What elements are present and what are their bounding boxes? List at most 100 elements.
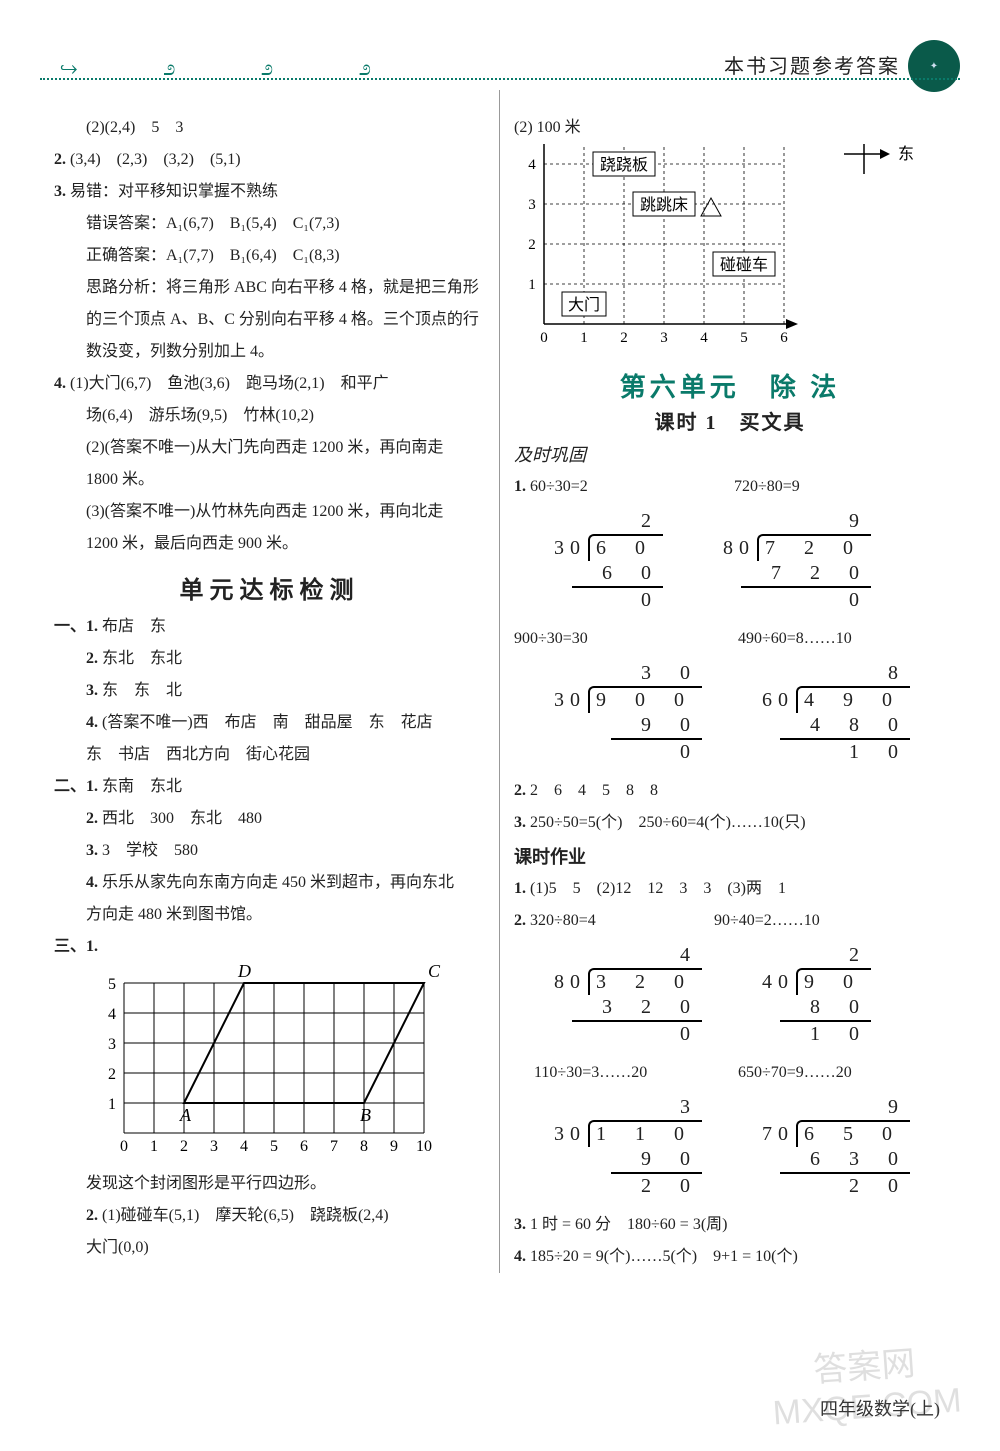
- longdiv-8: 9706 5 06 3 02 0: [762, 1095, 910, 1199]
- svg-text:5: 5: [740, 330, 748, 346]
- ans-3b: 错误答案：A₁(6,7) B₁(5,4) C₁(7,3): [54, 208, 485, 240]
- longdiv-2: 9807 2 07 2 00: [723, 509, 871, 613]
- svg-text:5: 5: [108, 976, 116, 993]
- rq2-text: 2 6 4 5 8 8: [526, 782, 658, 799]
- ans-4c: (2)(答案不唯一)从大门先向西走 1200 米，再向南走: [54, 432, 485, 464]
- svg-text:B: B: [360, 1105, 371, 1125]
- svg-text:3: 3: [108, 1036, 116, 1053]
- n-s1-4: 4.: [86, 714, 98, 731]
- n-h1: 1.: [514, 880, 526, 897]
- svg-text:D: D: [237, 963, 251, 981]
- svg-text:2: 2: [108, 1066, 116, 1083]
- grid-playground-svg: 012345612345摩天轮跷跷板跳跳床碰碰车大门北东: [514, 144, 944, 354]
- eq1b: 720÷80=9: [734, 478, 800, 495]
- s3-1: 三、1.: [54, 931, 485, 963]
- ans-4a-text: (1)大门(6,7) 鱼池(3,6) 跑马场(2,1) 和平广: [66, 375, 389, 392]
- n-rq3: 3.: [514, 814, 526, 831]
- svg-text:10: 10: [416, 1138, 432, 1155]
- longdiv-6: 2409 08 01 0: [762, 943, 871, 1047]
- r1: (2) 100 米: [514, 112, 946, 144]
- page-header-title: 本书习题参考答案: [724, 50, 900, 79]
- ld-row-3: 4803 2 03 2 00 2409 08 01 0: [554, 943, 946, 1047]
- ans-4a: 4. (1)大门(6,7) 鱼池(3,6) 跑马场(2,1) 和平广: [54, 368, 485, 400]
- s3-1c: 发现这个封闭图形是平行四边形。: [54, 1168, 485, 1200]
- num-4: 4.: [54, 375, 66, 392]
- num-3: 3.: [54, 183, 66, 200]
- ans-3d: 思路分析：将三角形 ABC 向右平移 4 格，就是把三角形: [54, 272, 485, 304]
- n-h4: 4.: [514, 1248, 526, 1265]
- ans-2-text: (3,4) (2,3) (3,2) (5,1): [66, 151, 241, 168]
- sub-label-1: 及时巩固: [514, 441, 946, 467]
- section-title-1: 单元达标检测: [54, 570, 485, 605]
- svg-text:1: 1: [528, 277, 536, 293]
- svg-text:东: 东: [898, 145, 914, 163]
- svg-text:1: 1: [150, 1138, 158, 1155]
- grid-abcd: 01234567891012345ABCD: [94, 963, 485, 1168]
- longdiv-5: 4803 2 03 2 00: [554, 943, 702, 1047]
- svg-text:跷跷板: 跷跷板: [600, 156, 648, 174]
- ans-3a-text: 易错：对平移知识掌握不熟练: [66, 183, 278, 200]
- grid-abcd-svg: 01234567891012345ABCD: [94, 963, 454, 1163]
- left-column: (2)(2,4) 5 3 2. (3,4) (2,3) (3,2) (5,1) …: [40, 90, 500, 1273]
- n-rq2: 2.: [514, 782, 526, 799]
- n-s2-4: 4.: [86, 874, 98, 891]
- n-s2-3: 3.: [86, 842, 98, 859]
- svg-text:6: 6: [300, 1138, 308, 1155]
- s1-2: 2. 东北 东北: [54, 643, 485, 675]
- h2d: 650÷70=9……20: [738, 1064, 852, 1081]
- h2: 2. 320÷80=4 90÷40=2……10: [514, 905, 946, 937]
- h1-text: (1)5 5 (2)12 12 3 3 (3)两 1: [526, 880, 786, 897]
- svg-text:2: 2: [180, 1138, 188, 1155]
- ans-4d: 1800 米。: [54, 464, 485, 496]
- n-s1-3: 3.: [86, 682, 98, 699]
- s1-4-text: (答案不唯一)西 布店 南 甜品屋 东 花店: [98, 714, 433, 731]
- svg-text:C: C: [428, 963, 441, 981]
- h2cd: 110÷30=3……20 650÷70=9……20: [514, 1057, 946, 1089]
- s2-1-text: 东南 东北: [98, 778, 182, 795]
- svg-text:3: 3: [528, 197, 536, 213]
- longdiv-4: 8604 9 04 8 01 0: [762, 661, 910, 765]
- s2-4-text: 乐乐从家先向东南方向走 450 米到超市，再向东北: [98, 874, 454, 891]
- s3-2a: 2. (1)碰碰车(5,1) 摩天轮(6,5) 跷跷板(2,4): [54, 1200, 485, 1232]
- s1-4b: 东 书店 西北方向 街心花园: [54, 739, 485, 771]
- n-rq1: 1.: [514, 478, 526, 495]
- page: 本书习题参考答案 ✦ ↪ ೨ ೨ ೨ (2)(2,4) 5 3 2. (3,4)…: [0, 0, 1000, 1451]
- s2-1: 二、1. 东南 东北: [54, 771, 485, 803]
- n-h2: 2.: [514, 912, 526, 929]
- ans-3f: 数没变，列数分别加上 4。: [54, 336, 485, 368]
- badge-icon: ✦: [930, 61, 938, 72]
- s1-3-text: 东 东 北: [98, 682, 182, 699]
- columns: (2)(2,4) 5 3 2. (3,4) (2,3) (3,2) (5,1) …: [40, 90, 960, 1273]
- ld-row-1: 2306 06 00 9807 2 07 2 00: [554, 509, 946, 613]
- svg-text:0: 0: [540, 330, 548, 346]
- corner-badge: ✦: [908, 40, 960, 92]
- unit-title: 第六单元 除 法: [514, 367, 946, 404]
- svg-text:跳跳床: 跳跳床: [640, 196, 688, 214]
- h1: 1. (1)5 5 (2)12 12 3 3 (3)两 1: [514, 873, 946, 905]
- n-s2-1: 二、1.: [54, 778, 98, 795]
- s2-3-text: 3 学校 580: [98, 842, 198, 859]
- h3-text: 1 时 = 60 分 180÷60 = 3(周): [526, 1216, 728, 1233]
- watermark: 答案网 MXQE.COM: [768, 1333, 963, 1434]
- header-rule: [40, 78, 960, 80]
- s2-4: 4. 乐乐从家先向东南方向走 450 米到超市，再向东北: [54, 867, 485, 899]
- s2-4b: 方向走 480 米到图书馆。: [54, 899, 485, 931]
- svg-text:2: 2: [620, 330, 628, 346]
- n-h3: 3.: [514, 1216, 526, 1233]
- grid-playground: 012345612345摩天轮跷跷板跳跳床碰碰车大门北东: [514, 144, 946, 359]
- s1-1: 一、1. 布店 东: [54, 611, 485, 643]
- svg-text:8: 8: [360, 1138, 368, 1155]
- n-s3-1: 三、1.: [54, 938, 98, 955]
- ans-1-2: (2)(2,4) 5 3: [54, 112, 485, 144]
- ld-row-2: 3 0309 0 09 00 8604 9 04 8 01 0: [554, 661, 946, 765]
- longdiv-1: 2306 06 00: [554, 509, 663, 613]
- svg-text:4: 4: [700, 330, 708, 346]
- longdiv-3: 3 0309 0 09 00: [554, 661, 702, 765]
- ld-row-4: 3301 1 09 02 0 9706 5 06 3 02 0: [554, 1095, 946, 1199]
- svg-text:4: 4: [108, 1006, 116, 1023]
- svg-text:1: 1: [108, 1096, 116, 1113]
- ans-4b: 场(6,4) 游乐场(9,5) 竹林(10,2): [54, 400, 485, 432]
- svg-text:碰碰车: 碰碰车: [720, 256, 768, 274]
- num-2: 2.: [54, 151, 66, 168]
- svg-text:4: 4: [528, 157, 536, 173]
